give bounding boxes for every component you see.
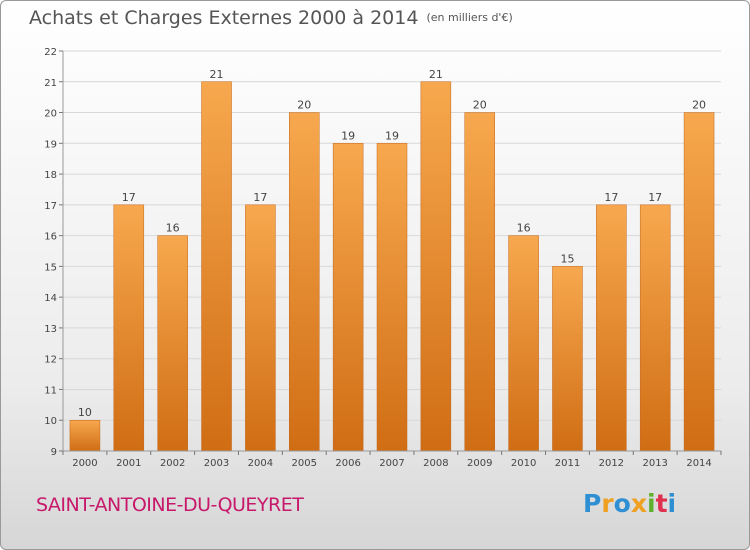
y-tick-label: 18 — [44, 170, 57, 181]
bar-2003 — [201, 81, 232, 452]
y-tick-label: 19 — [44, 139, 57, 150]
bar-value-label: 21 — [429, 68, 443, 81]
bar-2001 — [113, 204, 145, 452]
bar-2012 — [596, 204, 627, 452]
y-tick-label: 12 — [44, 355, 57, 366]
bar-value-label: 17 — [253, 191, 267, 204]
bars: 10 17 16 21 17 20 19 19 21 20 16 15 17 17 20 — [69, 68, 715, 452]
x-tick-label: 2008 — [423, 458, 448, 469]
y-tick-label: 10 — [44, 416, 57, 427]
y-tick-label: 15 — [44, 262, 57, 273]
bar-value-label: 17 — [122, 191, 136, 204]
bar-2009 — [464, 112, 495, 452]
x-tick-label: 2000 — [72, 458, 97, 469]
bar-2005 — [289, 112, 320, 452]
x-tick-label: 2012 — [599, 458, 624, 469]
x-tick-label: 2002 — [160, 458, 185, 469]
y-tick-label: 21 — [44, 78, 57, 89]
bar-value-label: 20 — [692, 99, 706, 112]
logo-letter: P — [583, 489, 602, 518]
x-tick-label: 2014 — [686, 458, 711, 469]
bar-value-label: 17 — [604, 191, 618, 204]
x-tick-label: 2013 — [642, 458, 667, 469]
bar-value-label: 15 — [560, 252, 574, 265]
bar-value-label: 20 — [297, 99, 311, 112]
y-tick-label: 20 — [44, 109, 57, 120]
logo-letter: t — [655, 489, 668, 518]
logo-letter: r — [601, 489, 614, 518]
y-tick-label: 14 — [44, 293, 57, 304]
x-tick-label: 2006 — [335, 458, 360, 469]
chart-title: Achats et Charges Externes 2000 à 2014 (e… — [29, 7, 513, 29]
bar-value-label: 21 — [210, 68, 224, 81]
y-tick-label: 22 — [44, 47, 57, 58]
bar-2011 — [552, 266, 583, 452]
bar-2007 — [376, 143, 408, 452]
bar-2006 — [332, 143, 364, 452]
y-axis: 9 10 11 12 13 14 15 16 17 18 19 20 21 22 — [44, 47, 64, 458]
y-tick-label: 11 — [44, 385, 57, 396]
bar-2013 — [639, 204, 671, 452]
bar-2000 — [69, 419, 101, 452]
bar-value-label: 16 — [166, 222, 180, 235]
bar-value-label: 19 — [341, 129, 355, 142]
x-tick-label: 2007 — [379, 458, 404, 469]
bar-value-label: 10 — [78, 406, 92, 419]
x-tick-label: 2004 — [248, 458, 273, 469]
y-tick-label: 17 — [44, 201, 57, 212]
bar-value-label: 16 — [517, 222, 531, 235]
y-tick-label: 9 — [51, 447, 57, 458]
bar-2010 — [508, 235, 539, 452]
logo-letter: x — [630, 489, 647, 518]
x-axis: 2000 2001 2002 2003 2004 2005 2006 2007 2008 2009… — [62, 450, 722, 469]
bar-2014 — [683, 112, 715, 452]
x-tick-label: 2005 — [292, 458, 317, 469]
chart-unit: (en milliers d'€) — [426, 11, 513, 24]
logo-letter: o — [613, 489, 631, 518]
bar-2008 — [420, 81, 452, 452]
x-tick-label: 2001 — [116, 458, 141, 469]
bar-2002 — [157, 235, 188, 452]
bar-value-label: 20 — [473, 99, 487, 112]
chart-title-text: Achats et Charges Externes 2000 à 2014 — [29, 7, 419, 29]
bar-value-label: 19 — [385, 129, 399, 142]
x-tick-label: 2009 — [467, 458, 492, 469]
bar-2004 — [245, 204, 276, 452]
x-tick-label: 2011 — [555, 458, 580, 469]
x-tick-label: 2003 — [204, 458, 229, 469]
logo-letter: i — [667, 489, 677, 518]
bar-value-label: 17 — [648, 191, 662, 204]
commune-name: SAINT-ANTOINE-DU-QUEYRET — [36, 494, 304, 516]
y-tick-label: 13 — [44, 324, 57, 335]
y-tick-label: 16 — [44, 232, 57, 243]
x-tick-label: 2010 — [511, 458, 536, 469]
logo-letter: i — [647, 489, 656, 518]
proxiti-logo: Proxiti — [583, 489, 676, 518]
